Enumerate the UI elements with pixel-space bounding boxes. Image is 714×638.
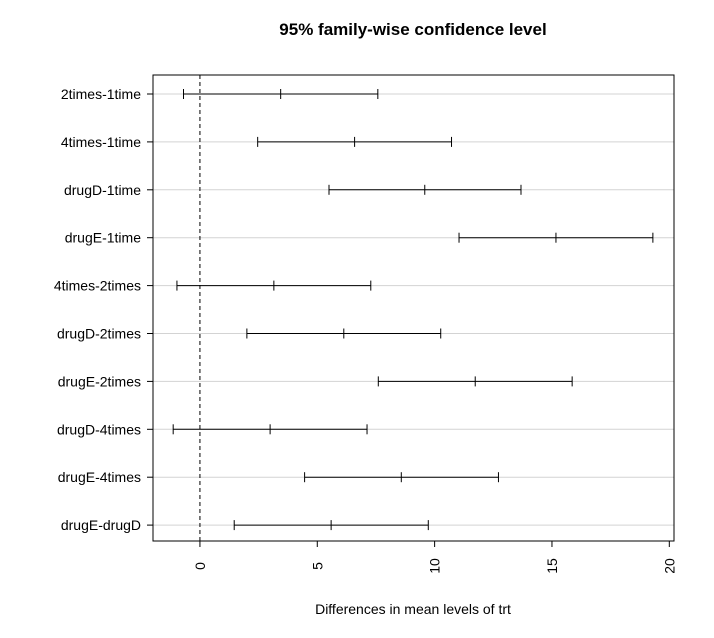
x-axis-title: Differences in mean levels of trt bbox=[315, 601, 511, 617]
category-label: drugE-1time bbox=[65, 230, 141, 246]
category-label: drugE-drugD bbox=[61, 517, 141, 533]
confidence-intervals bbox=[172, 89, 654, 531]
x-tick-label: 0 bbox=[192, 562, 208, 570]
category-label: drugD-1time bbox=[64, 182, 141, 198]
category-label: drugD-2times bbox=[57, 326, 141, 342]
x-tick-label: 5 bbox=[309, 562, 325, 570]
plot-frame bbox=[152, 74, 675, 542]
category-label: drugE-4times bbox=[58, 469, 141, 485]
chart-title: 95% family-wise confidence level bbox=[279, 20, 546, 39]
grid-lines bbox=[153, 93, 674, 526]
x-axis: 0 5 10 15 20 bbox=[192, 541, 677, 574]
x-tick-label: 20 bbox=[661, 558, 677, 574]
category-label: 4times-1time bbox=[61, 134, 141, 150]
x-tick-label: 15 bbox=[544, 558, 560, 574]
category-label: drugE-2times bbox=[58, 373, 141, 389]
category-labels: 2times-1time 4times-1time drugD-1time drugE… bbox=[54, 86, 153, 533]
category-label: 4times-2times bbox=[54, 278, 141, 294]
category-label: 2times-1time bbox=[61, 86, 141, 102]
x-tick-label: 10 bbox=[427, 558, 443, 574]
category-label: drugD-4times bbox=[57, 421, 141, 437]
